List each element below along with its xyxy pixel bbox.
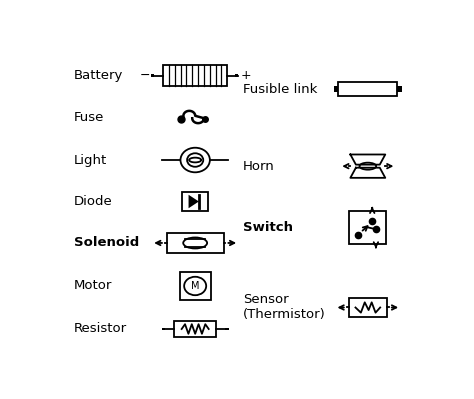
Bar — [167, 233, 224, 253]
Text: −: − — [139, 69, 150, 82]
Polygon shape — [189, 195, 199, 208]
Text: Solenoid: Solenoid — [74, 237, 139, 249]
Bar — [397, 86, 401, 93]
Bar — [162, 328, 165, 330]
Bar — [182, 192, 208, 211]
Bar — [348, 298, 387, 317]
Text: Light: Light — [74, 154, 107, 166]
Bar — [151, 74, 154, 77]
Text: Horn: Horn — [243, 160, 274, 173]
Bar — [226, 328, 229, 330]
Bar — [174, 321, 216, 337]
Bar — [180, 272, 211, 300]
Bar — [338, 83, 397, 96]
Text: Diode: Diode — [74, 195, 113, 208]
Text: Fusible link: Fusible link — [243, 83, 317, 96]
Bar — [236, 74, 238, 77]
Text: Fuse: Fuse — [74, 111, 104, 124]
Text: Sensor
(Thermistor): Sensor (Thermistor) — [243, 294, 326, 322]
Bar — [334, 86, 338, 93]
Text: M: M — [191, 281, 200, 291]
Bar — [349, 211, 386, 244]
Bar — [163, 65, 228, 86]
Text: Battery: Battery — [74, 69, 123, 82]
Text: Motor: Motor — [74, 279, 112, 292]
Text: Resistor: Resistor — [74, 322, 127, 336]
Text: Switch: Switch — [243, 221, 293, 234]
Text: +: + — [240, 69, 251, 82]
